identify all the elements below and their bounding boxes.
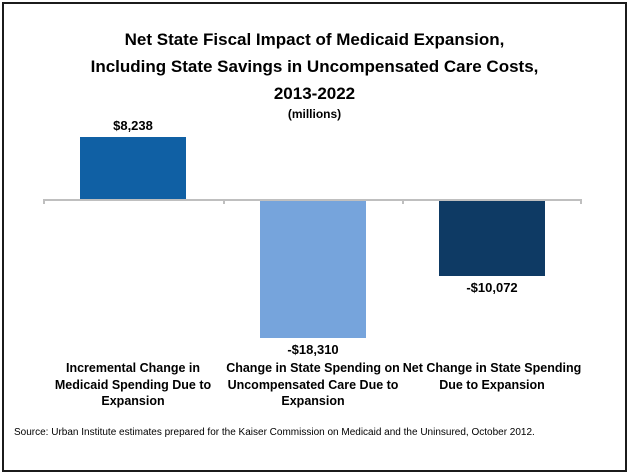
axis-tick xyxy=(580,199,582,204)
bar-value-label: -$18,310 xyxy=(287,342,339,357)
chart-subtitle: (millions) xyxy=(287,107,342,121)
category-label: Incremental Change in Medicaid Spending … xyxy=(54,361,212,408)
title-line-2: Including State Savings in Uncompensated… xyxy=(90,57,539,76)
category-label: Net Change in State Spending Due to Expa… xyxy=(402,361,582,392)
chart-title: Net State Fiscal Impact of Medicaid Expa… xyxy=(4,26,625,107)
source-note: Source: Urban Institute estimates prepar… xyxy=(14,427,535,438)
title-line-1: Net State Fiscal Impact of Medicaid Expa… xyxy=(124,30,505,49)
title-line-3: 2013-2022 xyxy=(273,84,356,103)
bar-value-label: $8,238 xyxy=(113,118,153,133)
x-axis-line xyxy=(43,199,582,201)
axis-tick xyxy=(43,199,45,204)
plot-area: $8,238 Incremental Change in Medicaid Spe… xyxy=(4,4,625,470)
bar xyxy=(260,201,366,338)
bar xyxy=(80,137,186,199)
category-label: Change in State Spending on Uncompensate… xyxy=(226,361,400,408)
axis-tick xyxy=(222,199,225,204)
axis-tick xyxy=(402,199,405,204)
bar xyxy=(439,201,545,276)
bar-value-label: -$10,072 xyxy=(466,280,518,295)
